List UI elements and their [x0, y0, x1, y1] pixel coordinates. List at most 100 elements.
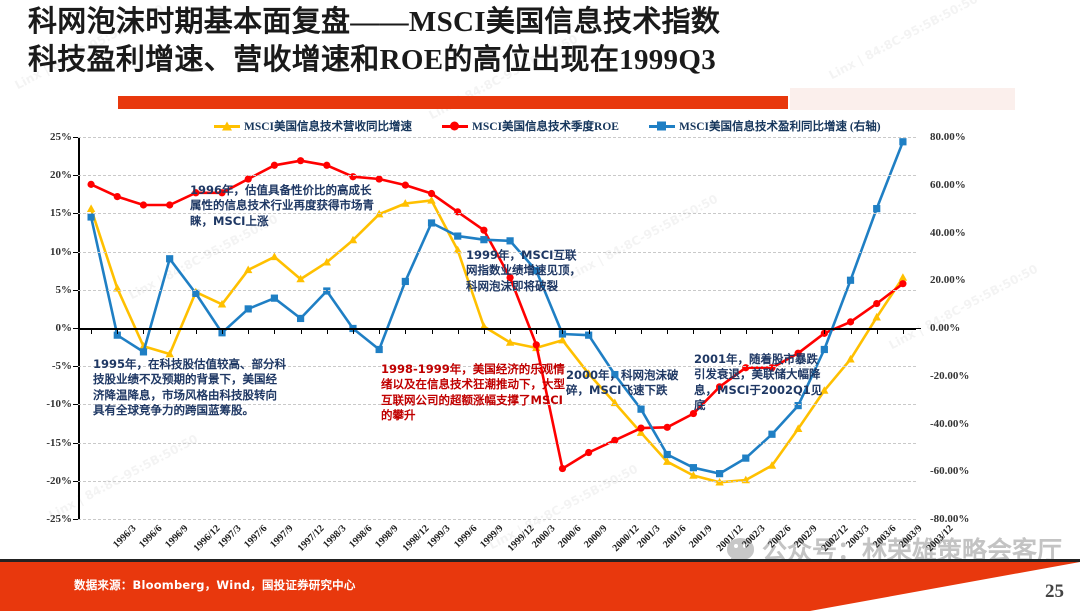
data-point: [846, 318, 855, 326]
x-tick-mark: [222, 328, 224, 334]
data-point: [244, 175, 252, 183]
x-axis-label: 1999/3: [425, 523, 453, 551]
data-point: [218, 329, 226, 337]
y-axis-tick-right: -20.00%: [930, 369, 970, 382]
x-tick-mark: [588, 328, 590, 334]
y-axis-tick-left: 20%: [50, 169, 72, 182]
data-point: [585, 448, 593, 457]
legend-item-revenue[interactable]: MSCI美国信息技术营收同比增速: [214, 118, 412, 134]
data-point: [505, 338, 515, 346]
data-point: [585, 331, 593, 339]
x-tick-mark: [274, 328, 276, 334]
x-axis-label: 1997/12: [296, 523, 327, 554]
data-point: [113, 331, 121, 339]
y-tick-mark: [73, 137, 78, 138]
data-point: [689, 409, 698, 418]
y-axis-tick-right: 60.00%: [930, 178, 966, 191]
legend-item-earnings[interactable]: MSCI美国信息技术盈利同比增速 (右轴): [648, 118, 881, 134]
y-axis-tick-left: 0%: [55, 322, 73, 334]
x-axis-label: 2000/6: [556, 523, 584, 551]
data-point: [584, 369, 593, 377]
data-point: [715, 470, 724, 478]
data-point: [139, 348, 148, 356]
page-title: 科网泡沫时期基本面复盘——MSCI美国信息技术指数 科技盈利增速、营收增速和RO…: [28, 4, 988, 79]
data-point: [322, 257, 331, 266]
gridline: [78, 366, 916, 368]
x-tick-mark: [771, 328, 773, 334]
y-axis-tick-left: -5%: [51, 360, 72, 373]
data-point: [192, 189, 200, 197]
data-point: [636, 428, 646, 436]
gridline: [78, 519, 916, 520]
title-highlight: [790, 88, 1015, 110]
data-point: [480, 236, 488, 244]
page-number: 25: [1045, 581, 1064, 602]
legend-item-roe[interactable]: MSCI美国信息技术季度ROE: [442, 118, 619, 134]
gridline: [78, 137, 916, 138]
data-point: [349, 173, 357, 181]
legend-marker-revenue: [214, 121, 240, 131]
x-axis-label: 2000/3: [530, 523, 558, 551]
data-point: [348, 235, 358, 244]
data-point: [506, 237, 514, 245]
footer-bar: [0, 562, 1080, 611]
data-point: [244, 305, 252, 313]
data-point: [166, 201, 174, 209]
x-axis-label: 1999/12: [505, 523, 537, 554]
data-point: [454, 232, 462, 240]
data-point: [244, 265, 253, 274]
data-point: [270, 252, 279, 261]
data-point: [768, 430, 776, 438]
x-tick-mark: [798, 328, 800, 334]
x-tick-mark: [457, 328, 459, 334]
gridline: [78, 480, 916, 482]
x-axis-label: 1997/6: [242, 523, 270, 551]
x-axis-label: 2002/12: [819, 523, 851, 554]
annotation-1995: 1995年，在科技股估值较高、部分科技股业绩不及预期的背景下，美国经济降温降息，…: [93, 357, 287, 417]
x-tick-mark: [326, 328, 328, 334]
x-tick-mark: [405, 328, 407, 334]
x-axis-label: 1996/12: [191, 523, 223, 554]
data-point: [637, 424, 645, 432]
y-tick-mark: [73, 328, 78, 329]
title-line-1: 科网泡沫时期基本面复盘——MSCI美国信息技术指数: [28, 6, 721, 38]
data-point: [898, 273, 908, 281]
data-point: [166, 255, 174, 263]
data-point: [558, 335, 567, 344]
y-tick-mark: [73, 289, 78, 291]
legend-marker-earnings: [648, 121, 675, 131]
data-point: [401, 277, 409, 286]
data-point: [768, 364, 776, 372]
y-axis-tick-right: 40.00%: [930, 226, 966, 239]
y-axis-tick-left: 15%: [50, 207, 72, 220]
annotation-1999: 1999年，MSCI互联网指数业绩增速见顶，科网泡沫即将破裂: [466, 248, 581, 293]
data-point: [217, 299, 227, 308]
x-axis-label: 1998/12: [400, 523, 432, 554]
x-axis-label: 1996/6: [137, 523, 165, 551]
data-point: [192, 289, 200, 297]
y-tick-mark: [73, 442, 78, 444]
y-axis-tick-left: -15%: [46, 436, 72, 449]
data-point: [401, 181, 409, 189]
gridline: [78, 404, 916, 406]
x-tick-mark: [745, 328, 747, 334]
data-point: [846, 354, 855, 363]
data-point: [611, 436, 619, 444]
data-point: [767, 461, 777, 469]
data-point: [820, 386, 829, 394]
data-point: [610, 398, 619, 407]
x-tick-mark: [641, 328, 643, 334]
data-point: [794, 401, 802, 410]
y-tick-mark: [73, 213, 78, 215]
data-point: [87, 180, 95, 188]
x-tick-mark: [850, 328, 852, 334]
legend-marker-roe: [442, 121, 469, 131]
footer-source: 数据来源：Bloomberg，Wind，国投证券研究中心: [74, 578, 356, 592]
y-axis-tick-left: -10%: [46, 398, 72, 411]
data-point: [873, 299, 881, 308]
y-axis-tick-right: 20.00%: [930, 274, 966, 287]
x-tick-mark: [483, 328, 485, 334]
data-point: [794, 424, 803, 432]
x-tick-mark: [719, 328, 721, 334]
